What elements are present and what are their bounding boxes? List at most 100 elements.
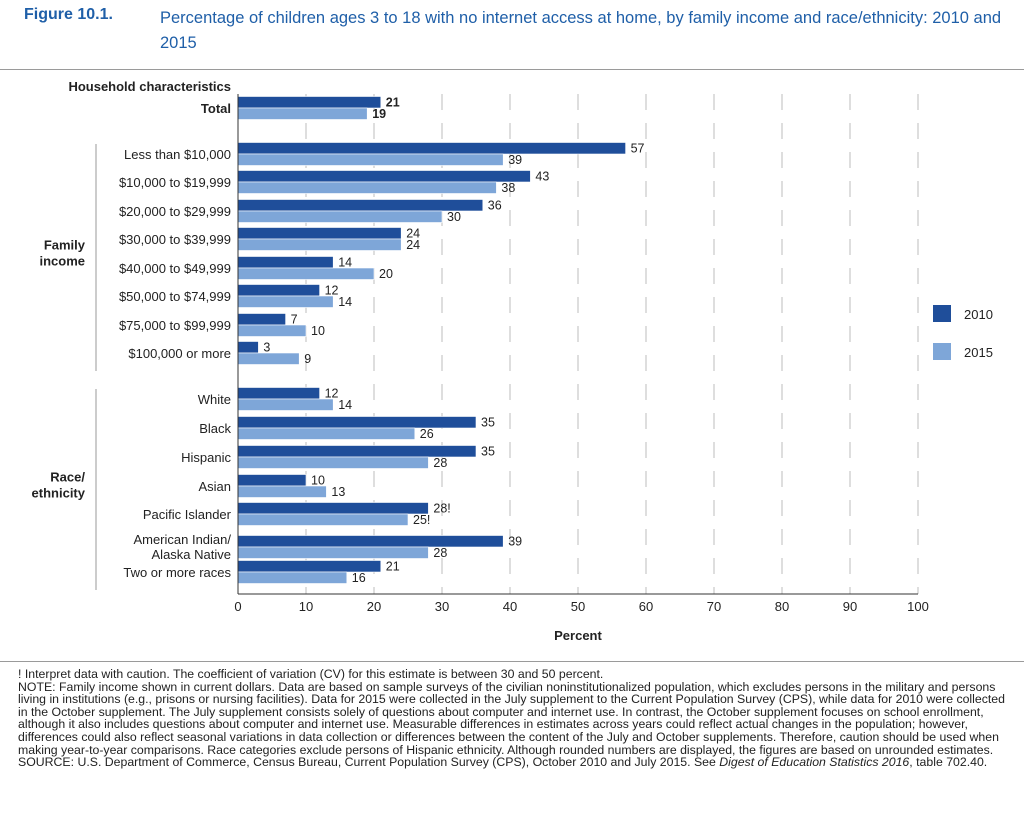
category-label: $10,000 to $19,999 bbox=[119, 175, 231, 190]
bar-2015 bbox=[237, 295, 334, 308]
category-label: $50,000 to $74,999 bbox=[119, 289, 231, 304]
value-label-2015: 38 bbox=[501, 181, 515, 195]
bar-2010 bbox=[237, 284, 320, 297]
category-label: Total bbox=[201, 101, 231, 116]
bar-2015 bbox=[237, 107, 368, 120]
category-label: $40,000 to $49,999 bbox=[119, 261, 231, 276]
source-note: SOURCE: U.S. Department of Commerce, Cen… bbox=[18, 756, 1013, 769]
category-label: Hispanic bbox=[181, 450, 231, 465]
group-label: income bbox=[39, 254, 85, 269]
bar-2015 bbox=[237, 238, 402, 251]
bar-2015 bbox=[237, 398, 334, 411]
bar-2010 bbox=[237, 474, 307, 487]
bar-2015 bbox=[237, 153, 504, 166]
x-tick-label: 50 bbox=[571, 599, 585, 614]
bottom-rule bbox=[0, 661, 1024, 662]
source-prefix: SOURCE: U.S. Department of Commerce, Cen… bbox=[18, 755, 720, 770]
notes-block: ! Interpret data with caution. The coeff… bbox=[18, 668, 1013, 769]
bar-2010 bbox=[237, 313, 286, 326]
category-label: Less than $10,000 bbox=[124, 147, 231, 162]
value-label-2015: 14 bbox=[338, 295, 352, 309]
value-label-2015: 39 bbox=[508, 153, 522, 167]
value-label-2010: 14 bbox=[338, 256, 352, 270]
value-label-2015: 26 bbox=[420, 427, 434, 441]
value-label-2010: 12 bbox=[325, 284, 339, 298]
x-tick-label: 10 bbox=[299, 599, 313, 614]
bar-2015 bbox=[237, 181, 497, 194]
bar-2015 bbox=[237, 324, 307, 337]
general-note: NOTE: Family income shown in current dol… bbox=[18, 679, 1005, 757]
value-label-2010: 35 bbox=[481, 445, 495, 459]
group-label: Family bbox=[44, 238, 86, 253]
bar-chart: Household characteristics2119Total5739Le… bbox=[32, 79, 993, 643]
source-publication: Digest of Education Statistics 2016 bbox=[719, 755, 910, 770]
value-label-2010: 39 bbox=[508, 535, 522, 549]
category-label: Alaska Native bbox=[152, 547, 231, 562]
bar-2015 bbox=[237, 485, 327, 498]
x-tick-label: 80 bbox=[775, 599, 789, 614]
bar-2015 bbox=[237, 546, 429, 559]
bar-2010 bbox=[237, 341, 259, 354]
bar-2010 bbox=[237, 535, 504, 548]
value-label-2010: 24 bbox=[406, 227, 420, 241]
x-tick-label: 70 bbox=[707, 599, 721, 614]
x-tick-label: 90 bbox=[843, 599, 857, 614]
bar-2015 bbox=[237, 352, 300, 365]
category-label: $30,000 to $39,999 bbox=[119, 232, 231, 247]
value-label-2010: 43 bbox=[535, 170, 549, 184]
y-axis-title: Household characteristics bbox=[68, 79, 231, 94]
category-label: Black bbox=[199, 421, 231, 436]
category-label: White bbox=[198, 392, 231, 407]
value-label-2015: 14 bbox=[338, 398, 352, 412]
category-label: Asian bbox=[198, 479, 231, 494]
bar-2010 bbox=[237, 96, 382, 109]
legend-swatch-2010 bbox=[933, 305, 951, 322]
bar-2010 bbox=[237, 227, 402, 240]
bar-2010 bbox=[237, 142, 626, 155]
value-label-2015: 13 bbox=[331, 485, 345, 499]
value-label-2010: 35 bbox=[481, 416, 495, 430]
bar-2015 bbox=[237, 456, 429, 469]
value-label-2010: 10 bbox=[311, 474, 325, 488]
value-label-2015: 24 bbox=[406, 238, 420, 252]
value-label-2015: 16 bbox=[352, 571, 366, 585]
bar-2015 bbox=[237, 513, 409, 526]
x-tick-label: 30 bbox=[435, 599, 449, 614]
category-label: American Indian/ bbox=[133, 532, 231, 547]
value-label-2015: 30 bbox=[447, 210, 461, 224]
value-label-2015: 9 bbox=[304, 352, 311, 366]
x-tick-label: 40 bbox=[503, 599, 517, 614]
value-label-2015: 25! bbox=[413, 513, 430, 527]
legend-label-2015: 2015 bbox=[964, 345, 993, 360]
value-label-2010: 57 bbox=[631, 142, 645, 156]
value-label-2010: 12 bbox=[325, 387, 339, 401]
x-axis-title: Percent bbox=[554, 628, 602, 643]
x-tick-label: 20 bbox=[367, 599, 381, 614]
bar-2010 bbox=[237, 170, 531, 183]
value-label-2010: 7 bbox=[291, 313, 298, 327]
bar-2010 bbox=[237, 502, 429, 515]
bar-2010 bbox=[237, 387, 320, 400]
category-label: Two or more races bbox=[123, 565, 231, 580]
bar-2015 bbox=[237, 267, 375, 280]
value-label-2010: 36 bbox=[488, 199, 502, 213]
value-label-2010: 21 bbox=[386, 560, 400, 574]
x-tick-label: 60 bbox=[639, 599, 653, 614]
legend-label-2010: 2010 bbox=[964, 307, 993, 322]
group-label: Race/ bbox=[50, 470, 85, 485]
value-label-2015: 10 bbox=[311, 324, 325, 338]
category-label: $100,000 or more bbox=[128, 346, 231, 361]
bar-2015 bbox=[237, 210, 443, 223]
bar-2010 bbox=[237, 416, 477, 429]
category-label: $75,000 to $99,999 bbox=[119, 318, 231, 333]
value-label-2010: 3 bbox=[263, 341, 270, 355]
category-label: Pacific Islander bbox=[143, 507, 232, 522]
value-label-2010: 21 bbox=[386, 96, 400, 110]
legend-swatch-2015 bbox=[933, 343, 951, 360]
figure-title: Percentage of children ages 3 to 18 with… bbox=[160, 9, 1002, 52]
bar-2015 bbox=[237, 571, 348, 584]
value-label-2015: 28 bbox=[433, 546, 447, 560]
figure-number: Figure 10.1. bbox=[24, 6, 113, 23]
value-label-2010: 28! bbox=[433, 502, 450, 516]
source-suffix: , table 702.40. bbox=[909, 755, 988, 770]
